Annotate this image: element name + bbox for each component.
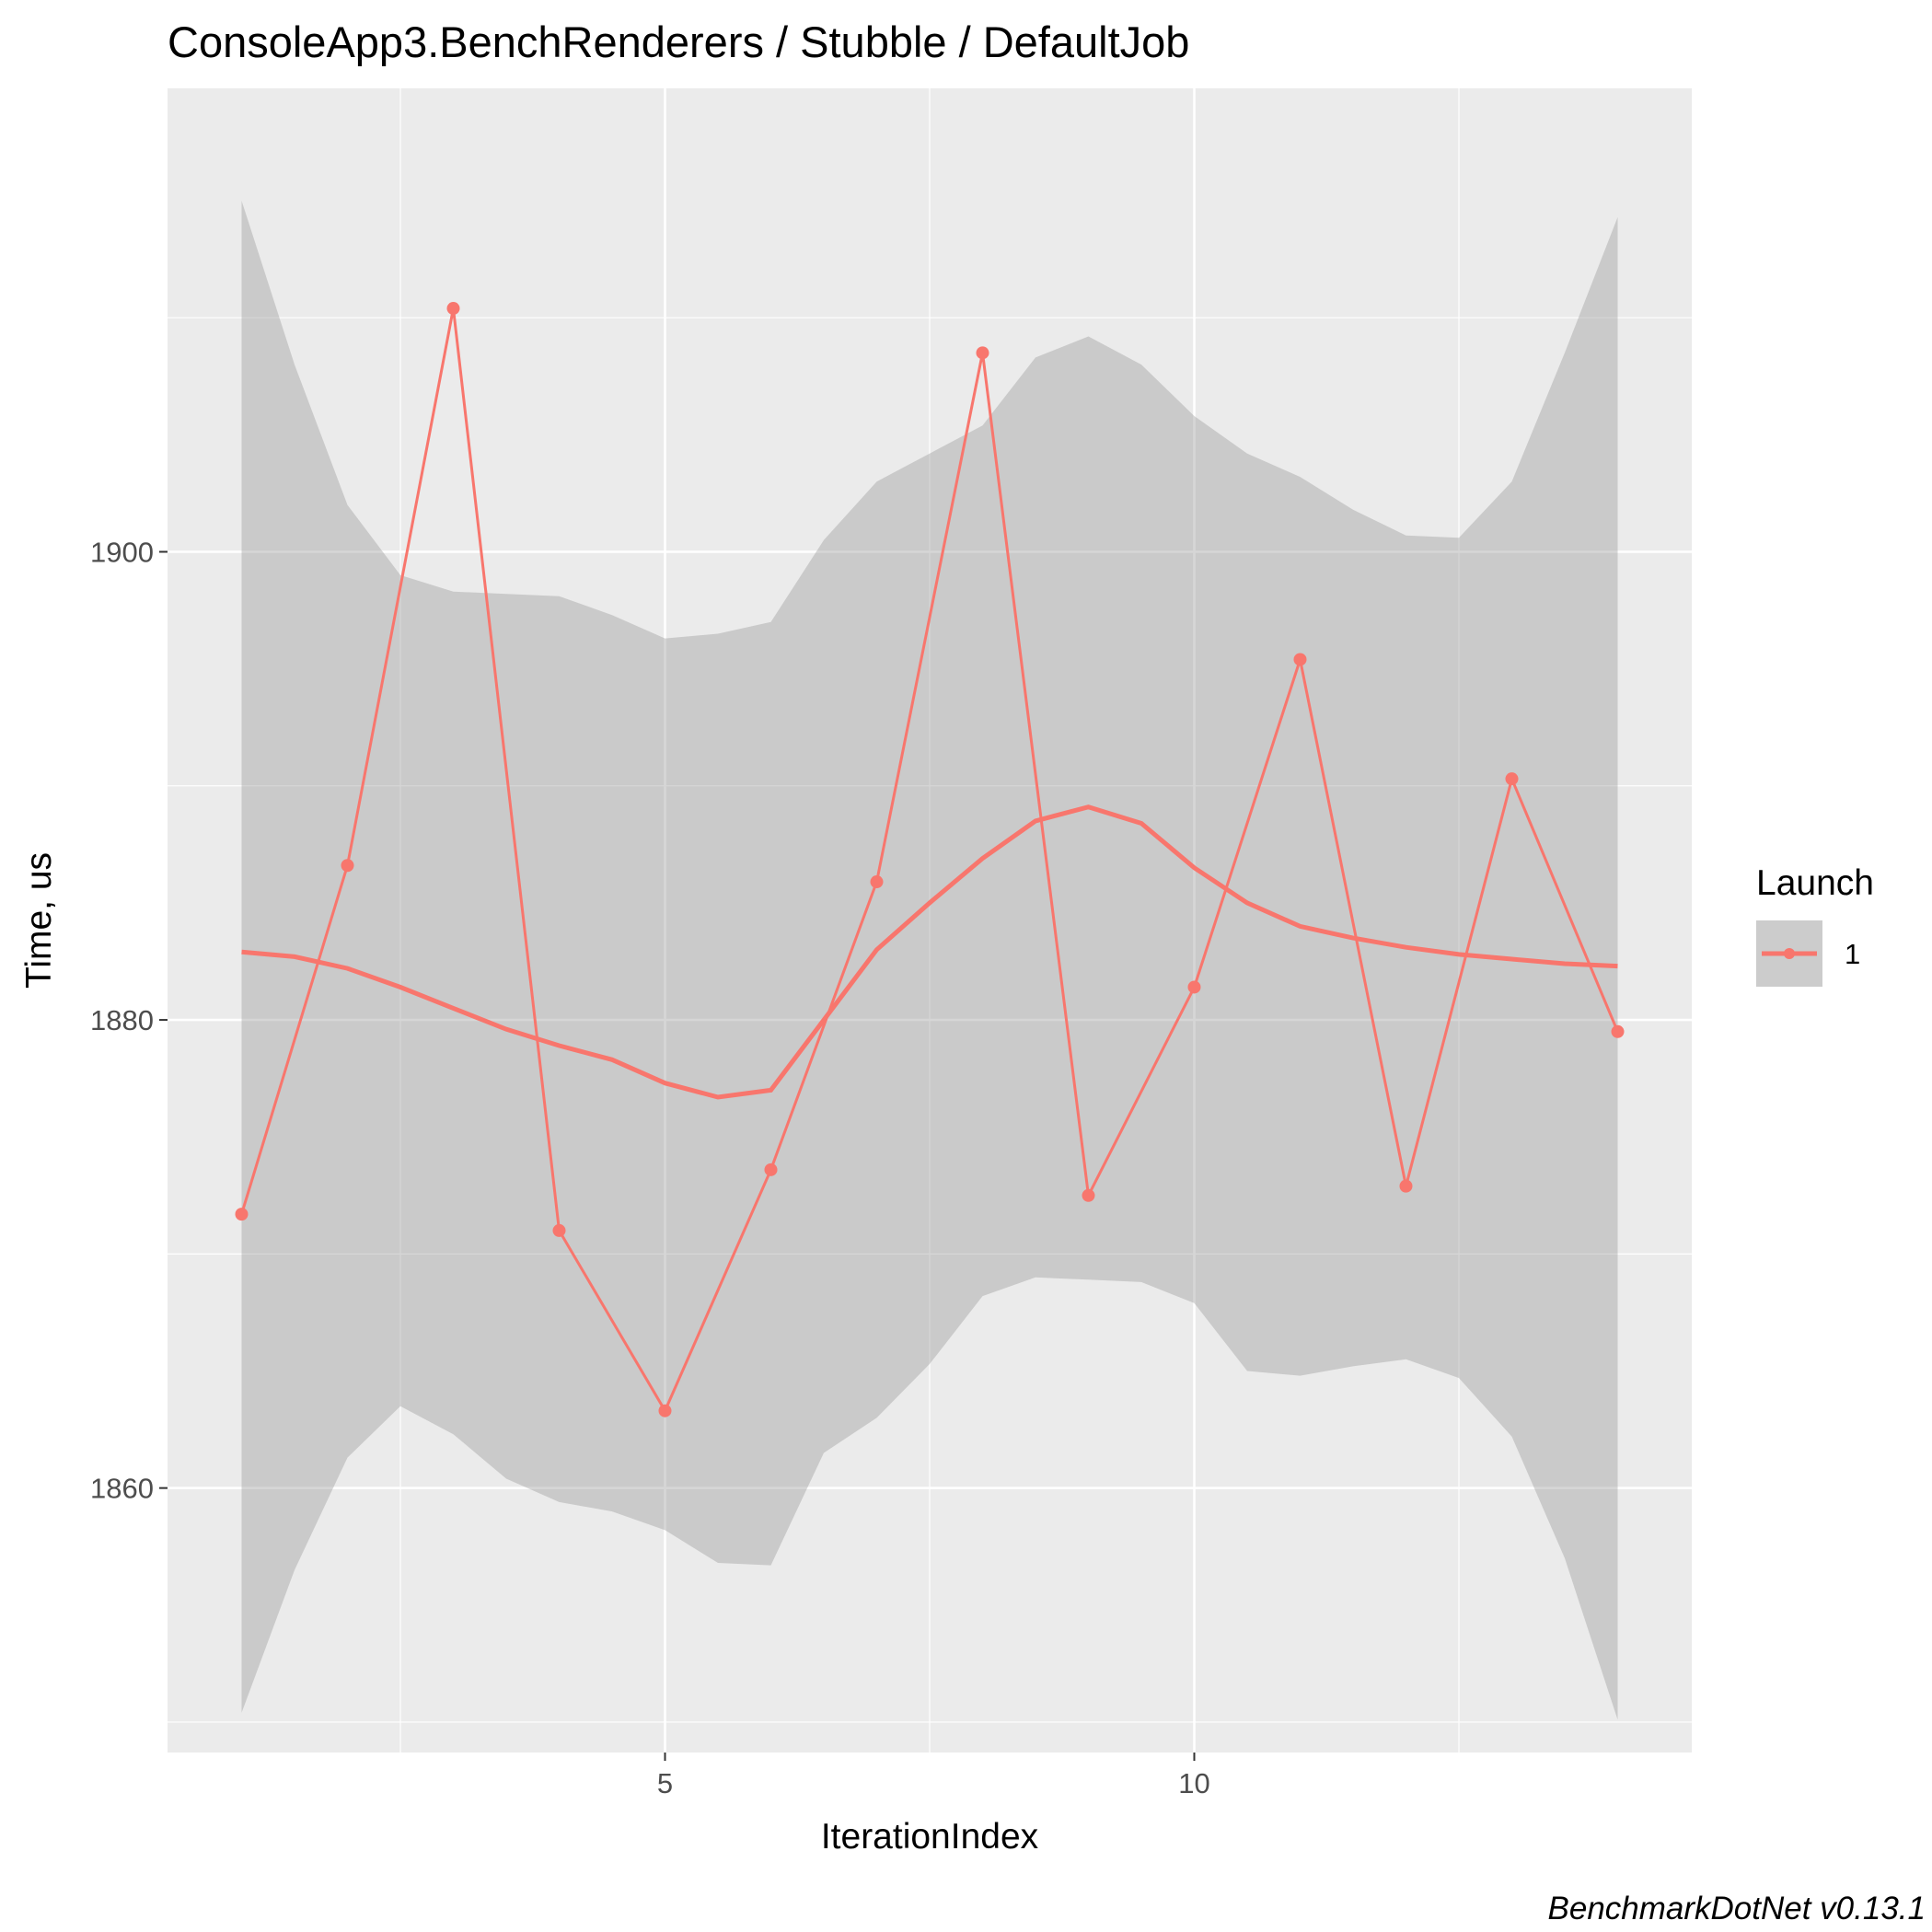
grid-major — [168, 88, 1692, 1753]
data-points — [235, 302, 1625, 1417]
data-point — [235, 1208, 249, 1221]
y-tick-label: 1880 — [90, 1004, 154, 1036]
data-point — [1293, 653, 1307, 666]
x-axis-title: IterationIndex — [821, 1817, 1039, 1857]
data-point — [1399, 1179, 1413, 1193]
data-point — [1187, 980, 1201, 994]
y-tick-label: 1860 — [90, 1473, 154, 1505]
caption: BenchmarkDotNet v0.13.1 — [1548, 1891, 1926, 1926]
data-point — [552, 1223, 566, 1237]
smooth-line — [241, 804, 1618, 1100]
data-point — [341, 859, 354, 873]
grid-minor — [168, 88, 1692, 1753]
legend-key-point — [1784, 948, 1795, 959]
data-point — [1082, 1188, 1095, 1202]
chart-title: ConsoleApp3.BenchRenderers / Stubble / D… — [168, 17, 1189, 66]
y-axis-title: Time, us — [19, 852, 59, 989]
legend-title: Launch — [1756, 863, 1874, 903]
data-point — [976, 346, 989, 360]
data-point — [870, 875, 884, 889]
confidence-band — [241, 201, 1618, 1720]
data-point — [658, 1404, 672, 1417]
x-tick-label: 10 — [1178, 1767, 1209, 1799]
legend: Launch 1 — [1756, 863, 1874, 987]
data-point — [1611, 1024, 1625, 1038]
x-tick-label: 5 — [657, 1767, 673, 1799]
y-axis-ticks: 1860 1880 1900 — [90, 536, 168, 1505]
y-tick-label: 1900 — [90, 536, 154, 568]
x-axis-ticks: 5 10 — [657, 1753, 1210, 1799]
legend-label: 1 — [1845, 938, 1860, 970]
data-point — [764, 1163, 778, 1176]
series-line — [240, 307, 1619, 1414]
data-point — [446, 302, 460, 316]
data-point — [1505, 772, 1519, 786]
